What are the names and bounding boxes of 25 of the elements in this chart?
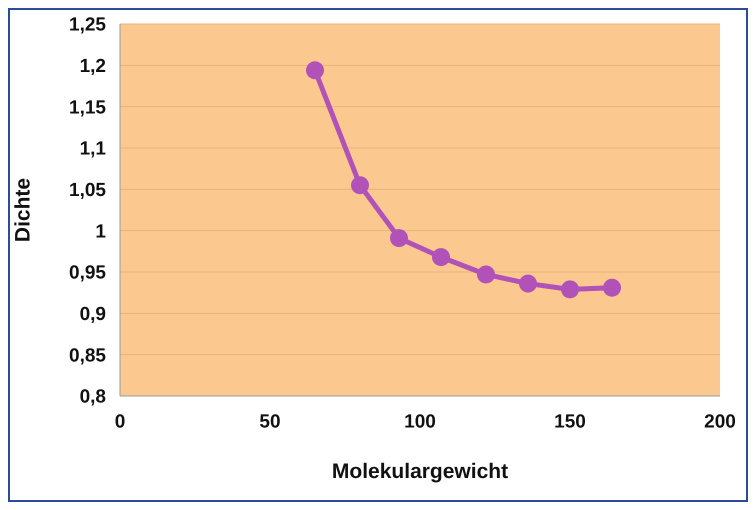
y-tick-label: 1,05 xyxy=(69,180,106,202)
x-axis-title: Molekulargewicht xyxy=(332,460,508,483)
point xyxy=(519,274,537,293)
point xyxy=(603,278,621,297)
y-axis-title: Dichte xyxy=(11,178,34,242)
point xyxy=(306,61,324,80)
x-tick-label: 0 xyxy=(114,411,126,432)
y-tick-label: 1,2 xyxy=(80,56,106,78)
x-tick-label: 150 xyxy=(554,411,586,432)
point xyxy=(477,265,495,284)
y-tick-label: 1 xyxy=(95,221,106,242)
point xyxy=(432,248,450,266)
y-tick-label: 1,1 xyxy=(80,138,106,160)
y-tick-label: 0,85 xyxy=(69,345,106,366)
x-tick-label: 100 xyxy=(404,411,436,432)
point xyxy=(351,176,369,194)
y-tick-label: 0,8 xyxy=(80,386,106,408)
y-tick-label: 0,95 xyxy=(69,262,106,284)
y-tick-label: 1,15 xyxy=(69,97,106,118)
point xyxy=(561,280,579,298)
y-tick-label: 0,9 xyxy=(80,304,106,326)
point xyxy=(390,229,408,248)
x-tick-label: 200 xyxy=(704,411,736,432)
x-tick-label: 50 xyxy=(259,411,281,432)
y-tick-label: 1,25 xyxy=(69,14,106,36)
